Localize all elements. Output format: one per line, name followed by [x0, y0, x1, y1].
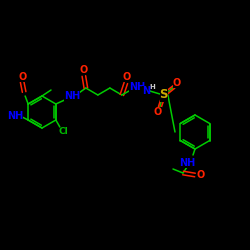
- Text: NH: NH: [129, 82, 145, 92]
- Text: NH: NH: [64, 91, 80, 101]
- Text: Cl: Cl: [59, 128, 69, 136]
- Text: O: O: [154, 107, 162, 117]
- Text: O: O: [173, 78, 181, 88]
- Text: O: O: [80, 65, 88, 75]
- Text: N: N: [142, 86, 150, 96]
- Text: H: H: [149, 84, 155, 90]
- Text: NH: NH: [7, 111, 23, 121]
- Text: O: O: [197, 170, 205, 180]
- Text: NH: NH: [179, 158, 195, 168]
- Text: S: S: [160, 88, 168, 102]
- Text: O: O: [123, 72, 131, 82]
- Text: O: O: [18, 72, 26, 82]
